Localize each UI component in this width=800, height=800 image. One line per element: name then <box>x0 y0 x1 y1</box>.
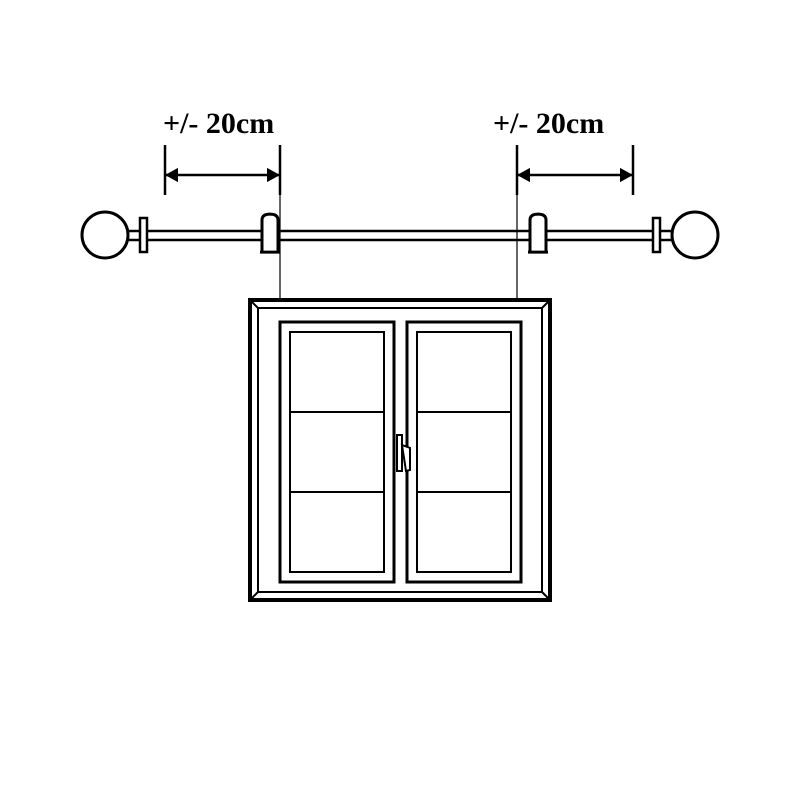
curtain-rod-sizing-diagram: +/- 20cm +/- 20cm <box>0 0 800 800</box>
left-overhang-label: +/- 20cm <box>163 107 274 140</box>
right-overhang-label: +/- 20cm <box>493 107 604 140</box>
diagram-geometry <box>82 145 718 600</box>
